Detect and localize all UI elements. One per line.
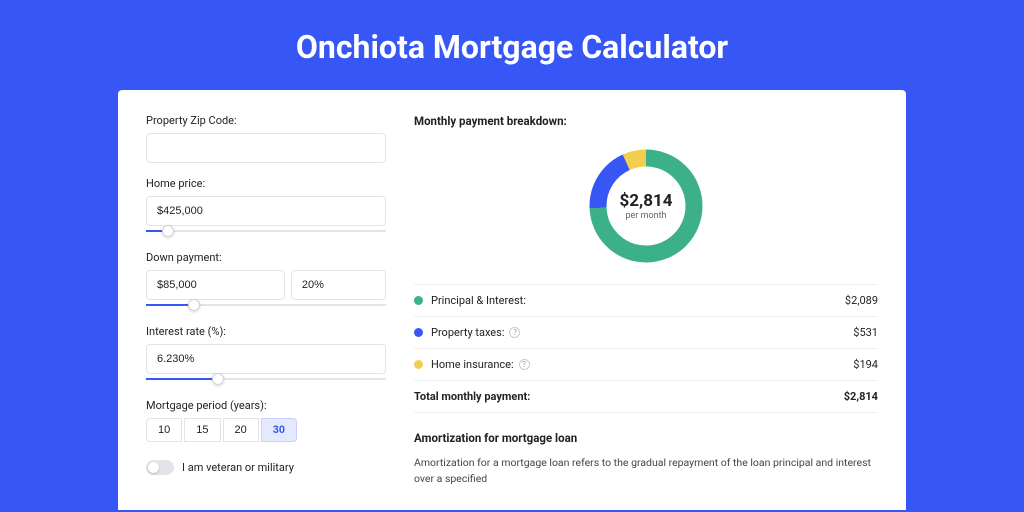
legend-label: Principal & Interest: [431,294,845,307]
home-price-input[interactable] [146,196,386,226]
period-option-15[interactable]: 15 [184,418,220,442]
legend-label: Home insurance:? [431,358,853,371]
breakdown-title: Monthly payment breakdown: [414,114,878,128]
home-price-slider[interactable] [146,225,386,237]
home-price-label: Home price: [146,177,386,190]
legend-value: $194 [853,358,878,371]
veteran-row: I am veteran or military [146,460,386,475]
down-payment-input[interactable] [146,270,285,300]
inputs-panel: Property Zip Code: Home price: Down paym… [146,114,386,510]
legend-total-row: Total monthly payment:$2,814 [414,381,878,413]
breakdown-panel: Monthly payment breakdown: $2,814 per mo… [414,114,878,510]
page-title: Onchiota Mortgage Calculator [0,0,1024,90]
interest-label: Interest rate (%): [146,325,386,338]
total-label: Total monthly payment: [414,390,844,403]
period-label: Mortgage period (years): [146,399,386,412]
legend: Principal & Interest:$2,089Property taxe… [414,284,878,413]
donut-wrap: $2,814 per month [414,140,878,284]
legend-row: Principal & Interest:$2,089 [414,285,878,317]
down-payment-pct-input[interactable] [291,270,386,300]
interest-field: Interest rate (%): [146,325,386,385]
legend-label: Property taxes:? [431,326,853,339]
legend-dot-icon [414,296,423,305]
total-value: $2,814 [844,390,878,403]
veteran-toggle[interactable] [146,460,174,475]
legend-value: $531 [853,326,878,339]
zip-label: Property Zip Code: [146,114,386,127]
legend-row: Home insurance:?$194 [414,349,878,381]
zip-input[interactable] [146,133,386,163]
legend-dot-icon [414,360,423,369]
help-icon[interactable]: ? [509,327,520,338]
donut-sub: per month [625,211,666,221]
veteran-label: I am veteran or military [182,461,294,474]
interest-input[interactable] [146,344,386,374]
amortization-text: Amortization for a mortgage loan refers … [414,455,878,487]
donut-total: $2,814 [620,191,673,211]
interest-slider[interactable] [146,373,386,385]
down-payment-field: Down payment: [146,251,386,311]
donut-chart: $2,814 per month [586,146,706,266]
period-option-20[interactable]: 20 [223,418,259,442]
legend-row: Property taxes:?$531 [414,317,878,349]
legend-dot-icon [414,328,423,337]
home-price-field: Home price: [146,177,386,237]
period-field: Mortgage period (years): 10152030 [146,399,386,442]
amortization-title: Amortization for mortgage loan [414,431,878,445]
down-payment-label: Down payment: [146,251,386,264]
calculator-card: Property Zip Code: Home price: Down paym… [118,90,906,510]
legend-value: $2,089 [845,294,878,307]
down-payment-slider[interactable] [146,299,386,311]
help-icon[interactable]: ? [519,359,530,370]
period-option-10[interactable]: 10 [146,418,182,442]
zip-field: Property Zip Code: [146,114,386,163]
period-option-30[interactable]: 30 [261,418,297,442]
period-buttons: 10152030 [146,418,386,442]
